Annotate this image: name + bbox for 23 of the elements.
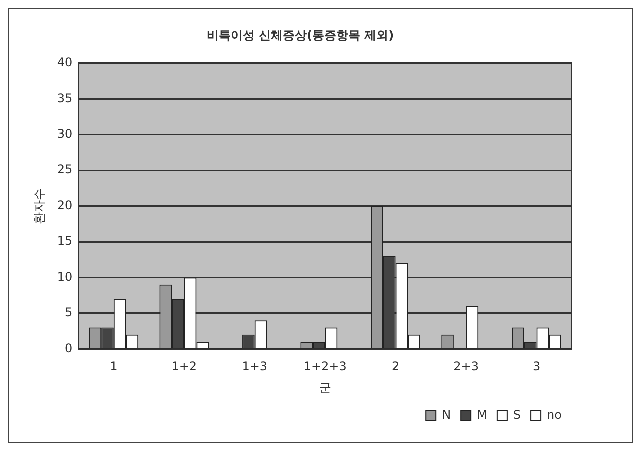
y-tick-label: 25 bbox=[57, 162, 73, 177]
chart-title: 비특이성 신체증상(통증항목 제외) bbox=[206, 28, 394, 42]
y-tick-label: 15 bbox=[57, 234, 73, 248]
x-tick-label: 1+2+3 bbox=[304, 360, 347, 374]
y-axis-title: 환자수 bbox=[32, 188, 46, 224]
x-tick-label: 1+3 bbox=[242, 360, 268, 374]
y-tick-label: 10 bbox=[57, 270, 73, 284]
x-tick-label: 1+2 bbox=[172, 360, 198, 374]
y-tick-label: 35 bbox=[57, 91, 73, 106]
y-tick-label: 0 bbox=[65, 341, 73, 356]
legend-label: no bbox=[547, 408, 562, 422]
x-axis-title: 군 bbox=[319, 380, 332, 395]
x-tick-label: 3 bbox=[532, 360, 541, 374]
y-tick-label: 30 bbox=[57, 126, 73, 141]
x-tick-label: 2+3 bbox=[454, 360, 479, 374]
y-tick-label: 20 bbox=[57, 198, 73, 212]
legend-label: S bbox=[513, 408, 522, 422]
y-tick-label: 40 bbox=[57, 56, 73, 70]
legend-label: M bbox=[477, 408, 488, 422]
x-tick-label: 1 bbox=[110, 360, 118, 374]
y-tick-label: 5 bbox=[65, 306, 73, 320]
x-tick-label: 2 bbox=[392, 360, 400, 374]
legend-label: N bbox=[442, 408, 452, 422]
